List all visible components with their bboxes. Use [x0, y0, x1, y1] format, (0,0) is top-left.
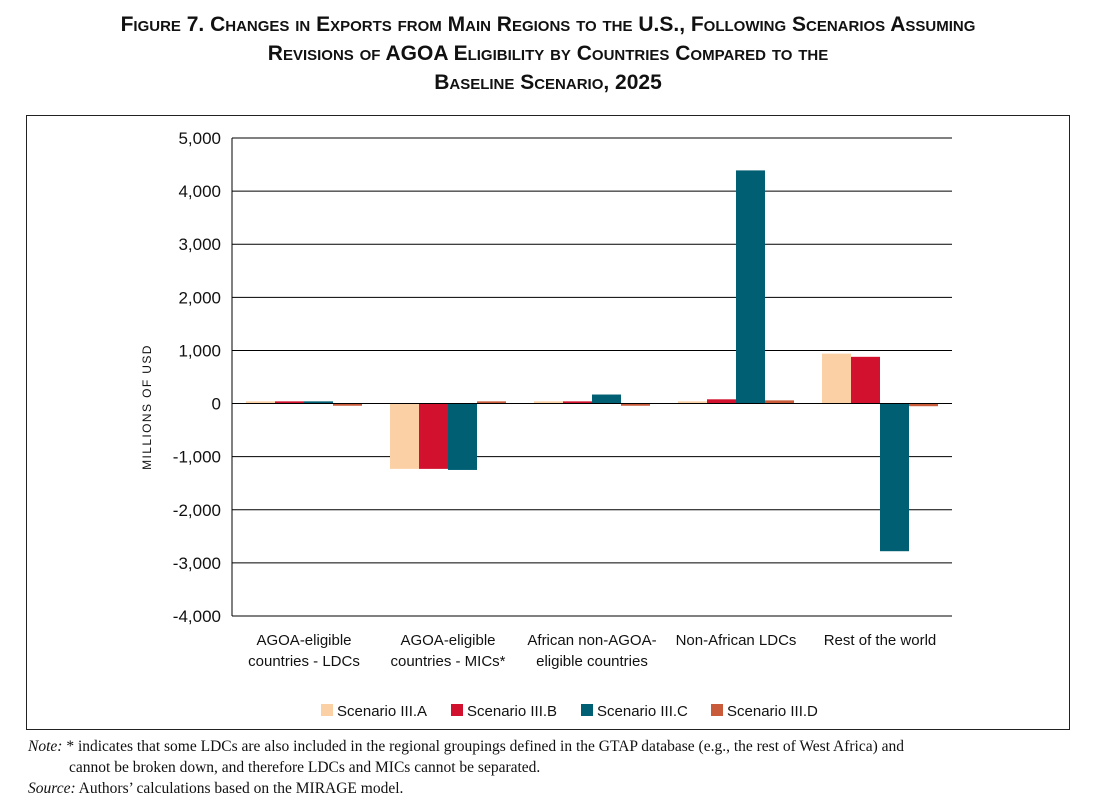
x-category-label: eligible countries: [536, 653, 648, 670]
chart-title-line: Revisions of AGOA Eligibility by Countri…: [267, 42, 829, 65]
source-text: Authors’ calculations based on the MIRAG…: [78, 780, 404, 797]
note-text: * indicates that some LDCs are also incl…: [66, 738, 905, 755]
legend-label: Scenario III.D: [727, 703, 818, 720]
chart-title: Figure 7. Changes in Exports from Main R…: [0, 10, 1096, 97]
legend-swatch: [451, 704, 463, 716]
bar: [822, 353, 851, 404]
source-label: Source:: [28, 780, 76, 797]
bar: [477, 401, 506, 404]
figure-notes: Note: * indicates that some LDCs are als…: [28, 736, 1078, 799]
legend-label: Scenario III.A: [337, 703, 427, 720]
bar: [246, 401, 275, 404]
bar: [592, 394, 621, 404]
y-tick-label: -4,000: [173, 607, 221, 626]
bar: [419, 403, 448, 469]
x-category-label: Non-African LDCs: [676, 632, 797, 649]
x-category-label: AGOA-eligible: [400, 632, 495, 649]
chart-title-line: Figure 7. Changes in Exports from Main R…: [120, 13, 976, 36]
x-category-label: countries - MICs*: [390, 653, 505, 670]
y-tick-label: 2,000: [178, 288, 221, 307]
x-category-label: Rest of the world: [824, 632, 937, 649]
y-tick-label: 3,000: [178, 235, 221, 254]
bar: [333, 403, 362, 406]
bar: [736, 170, 765, 404]
legend-swatch: [581, 704, 593, 716]
bar: [621, 403, 650, 406]
y-tick-label: 4,000: [178, 182, 221, 201]
y-tick-label: -1,000: [173, 448, 221, 467]
bar: [765, 400, 794, 404]
y-tick-label: 5,000: [178, 129, 221, 148]
chart-frame: [26, 115, 1070, 730]
note-label: Note:: [28, 738, 63, 755]
bar: [534, 401, 563, 404]
bar: [707, 399, 736, 404]
bar: [851, 356, 880, 404]
bar: [448, 403, 477, 470]
y-tick-label: 0: [212, 395, 221, 414]
y-tick-label: -3,000: [173, 554, 221, 573]
note-line: Note: * indicates that some LDCs are als…: [28, 736, 1078, 757]
bar: [880, 403, 909, 552]
bar: [304, 401, 333, 404]
bar: [563, 401, 592, 404]
legend-label: Scenario III.C: [597, 703, 688, 720]
note-line-continued: cannot be broken down, and therefore LDC…: [69, 759, 541, 776]
legend-label: Scenario III.B: [467, 703, 557, 720]
chart-title-line: Baseline Scenario, 2025: [434, 71, 662, 94]
x-category-label: African non-AGOA-: [527, 632, 656, 649]
y-tick-label: 1,000: [178, 341, 221, 360]
bar: [678, 401, 707, 404]
legend-swatch: [321, 704, 333, 716]
bar: [275, 401, 304, 404]
bar: [909, 403, 938, 407]
y-tick-label: -2,000: [173, 501, 221, 520]
bar: [390, 403, 419, 469]
x-category-label: countries - LDCs: [248, 653, 360, 670]
x-category-label: AGOA-eligible: [256, 632, 351, 649]
legend-swatch: [711, 704, 723, 716]
source-line: Source: Authors’ calculations based on t…: [28, 778, 1078, 799]
y-axis-label: MILLIONS OF USD: [140, 344, 154, 470]
